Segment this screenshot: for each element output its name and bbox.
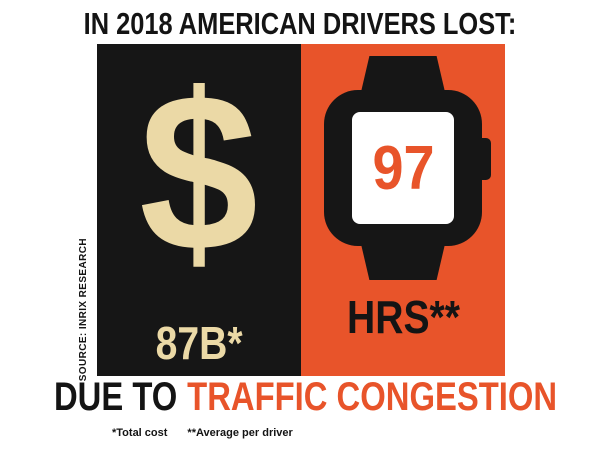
watch-body: 97	[324, 90, 491, 246]
money-panel: $ 87B*	[97, 44, 301, 376]
footer-headline: DUE TO TRAFFIC CONGESTION	[54, 375, 557, 419]
footnote-total-cost: *Total cost	[112, 427, 168, 439]
money-value: 87B*	[155, 317, 243, 369]
page-title: IN 2018 AMERICAN DRIVERS LOST:	[83, 6, 517, 41]
time-panel: 97 HRS**	[301, 44, 505, 376]
footer-due-to: DUE TO	[54, 375, 178, 419]
dollar-sign-wrap: $	[136, 44, 261, 316]
stat-panels: $ 87B* 97 HRS**	[97, 44, 505, 376]
time-value: HRS**	[346, 291, 460, 343]
hours-number: 97	[371, 133, 435, 203]
footnotes: *Total cost **Average per driver	[112, 427, 293, 439]
watch-strap-top	[361, 56, 445, 92]
watch-screen: 97	[352, 112, 454, 224]
watch-strap-bottom	[361, 244, 445, 280]
watch-crown-button	[480, 138, 491, 180]
footnote-average-per-driver: **Average per driver	[187, 427, 293, 439]
dollar-sign-icon: $	[139, 46, 259, 299]
footer-traffic-congestion: TRAFFIC CONGESTION	[187, 375, 558, 419]
watch-icon: 97	[324, 56, 491, 280]
source-attribution: SOURCE: INRIX RESEARCH	[78, 238, 89, 382]
